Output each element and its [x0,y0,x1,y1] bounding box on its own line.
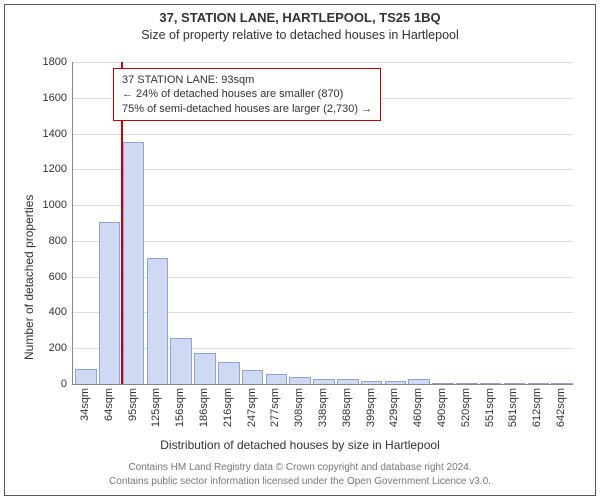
histogram-bar [170,338,192,384]
x-tick-label: 277sqm [269,388,281,427]
gridline [73,205,573,206]
y-tick-label: 1800 [43,56,73,68]
y-axis-label: Number of detached properties [22,195,36,360]
chart-subtitle: Size of property relative to detached ho… [0,28,600,42]
gridline [73,241,573,242]
histogram-bar [242,370,264,384]
histogram-bar [361,381,383,384]
x-tick-label: 460sqm [412,388,424,427]
x-tick-label: 186sqm [198,388,210,427]
gridline [73,62,573,63]
x-tick-label: 581sqm [507,388,519,427]
histogram-bar [289,377,311,384]
y-tick-label: 600 [49,271,73,283]
x-tick-label: 216sqm [222,388,234,427]
annotation-line: 37 STATION LANE: 93sqm [122,73,372,87]
annotation-line: ← 24% of detached houses are smaller (87… [122,87,372,101]
annotation-box: 37 STATION LANE: 93sqm← 24% of detached … [113,68,381,121]
y-tick-label: 0 [61,378,73,390]
gridline [73,134,573,135]
x-tick-label: 429sqm [388,388,400,427]
plot-area: 02004006008001000120014001600180034sqm64… [72,62,573,385]
y-tick-label: 1000 [43,199,73,211]
histogram-bar [99,222,121,384]
histogram-bar [456,383,478,384]
histogram-bar [266,374,288,384]
x-tick-label: 64sqm [103,388,115,421]
y-tick-label: 800 [49,235,73,247]
x-tick-label: 642sqm [555,388,567,427]
x-tick-label: 125sqm [150,388,162,427]
chart-title: 37, STATION LANE, HARTLEPOOL, TS25 1BQ [0,10,600,25]
x-tick-label: 247sqm [246,388,258,427]
histogram-bar [385,381,407,384]
x-tick-label: 399sqm [365,388,377,427]
x-tick-label: 490sqm [436,388,448,427]
histogram-bar [218,362,240,384]
x-axis-label: Distribution of detached houses by size … [0,438,600,452]
annotation-line: 75% of semi-detached houses are larger (… [122,102,372,116]
chart-root: 37, STATION LANE, HARTLEPOOL, TS25 1BQ S… [0,0,600,500]
histogram-bar [123,142,145,385]
y-tick-label: 400 [49,306,73,318]
y-tick-label: 1200 [43,163,73,175]
x-tick-label: 612sqm [531,388,543,427]
histogram-bar [408,379,430,384]
histogram-bar [337,379,359,384]
x-tick-label: 95sqm [127,388,139,421]
x-tick-label: 156sqm [174,388,186,427]
y-tick-label: 1600 [43,92,73,104]
histogram-bar [147,258,169,384]
x-tick-label: 368sqm [341,388,353,427]
x-tick-label: 520sqm [460,388,472,427]
histogram-bar [313,379,335,384]
histogram-bar [551,383,573,384]
y-tick-label: 1400 [43,128,73,140]
x-tick-label: 338sqm [317,388,329,427]
histogram-bar [480,383,502,384]
y-tick-label: 200 [49,342,73,354]
histogram-bar [75,369,97,384]
x-tick-label: 308sqm [293,388,305,427]
histogram-bar [528,383,550,384]
histogram-bar [504,383,526,384]
histogram-bar [432,383,454,384]
histogram-bar [194,353,216,384]
gridline [73,169,573,170]
footer-line-2: Contains public sector information licen… [0,476,600,487]
x-tick-label: 34sqm [79,388,91,421]
x-tick-label: 551sqm [484,388,496,427]
footer-line-1: Contains HM Land Registry data © Crown c… [0,462,600,473]
